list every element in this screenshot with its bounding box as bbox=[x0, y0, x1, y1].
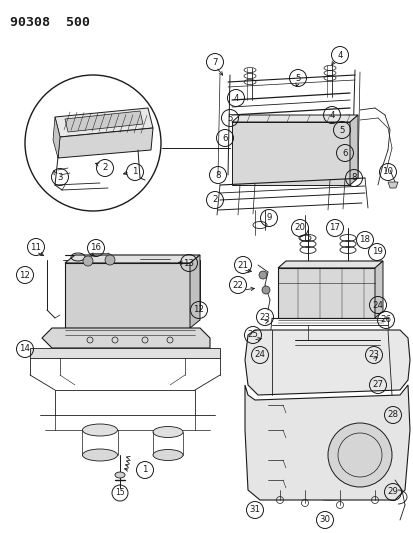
Circle shape bbox=[105, 255, 115, 265]
Text: 5: 5 bbox=[227, 114, 232, 123]
Text: 20: 20 bbox=[294, 223, 305, 232]
Polygon shape bbox=[42, 328, 209, 348]
Text: 24: 24 bbox=[254, 351, 265, 359]
Polygon shape bbox=[65, 111, 142, 132]
Text: 11: 11 bbox=[31, 243, 41, 252]
Polygon shape bbox=[277, 261, 382, 268]
Text: 8: 8 bbox=[215, 171, 220, 180]
Ellipse shape bbox=[82, 449, 117, 461]
Text: 14: 14 bbox=[19, 344, 31, 353]
Text: 26: 26 bbox=[380, 316, 391, 325]
Circle shape bbox=[261, 286, 269, 294]
Text: 12: 12 bbox=[19, 271, 31, 279]
Polygon shape bbox=[231, 122, 349, 185]
Text: 21: 21 bbox=[237, 261, 248, 270]
Text: 8: 8 bbox=[350, 174, 356, 182]
Text: 4: 4 bbox=[337, 51, 342, 60]
Ellipse shape bbox=[115, 472, 125, 478]
Text: 10: 10 bbox=[382, 167, 392, 176]
Text: 9: 9 bbox=[266, 214, 271, 222]
Text: 18: 18 bbox=[358, 236, 370, 245]
Text: 5: 5 bbox=[338, 125, 344, 134]
Text: 23: 23 bbox=[259, 312, 270, 321]
Polygon shape bbox=[55, 108, 153, 137]
Polygon shape bbox=[190, 255, 199, 328]
Polygon shape bbox=[374, 261, 382, 318]
Polygon shape bbox=[349, 115, 357, 185]
Text: 15: 15 bbox=[115, 489, 124, 497]
Ellipse shape bbox=[153, 426, 183, 438]
Text: 6: 6 bbox=[222, 133, 227, 142]
Text: 3: 3 bbox=[57, 173, 63, 182]
Text: 29: 29 bbox=[387, 488, 397, 497]
Ellipse shape bbox=[82, 424, 117, 436]
Text: 13: 13 bbox=[183, 259, 194, 268]
Polygon shape bbox=[53, 117, 60, 158]
Text: 22: 22 bbox=[232, 280, 243, 289]
Circle shape bbox=[83, 256, 93, 266]
Text: 27: 27 bbox=[372, 381, 382, 390]
Ellipse shape bbox=[153, 449, 183, 461]
Text: 12: 12 bbox=[193, 305, 204, 314]
Text: 1: 1 bbox=[142, 465, 147, 474]
Text: 5: 5 bbox=[294, 74, 300, 83]
Polygon shape bbox=[231, 115, 357, 122]
Text: 6: 6 bbox=[342, 149, 347, 157]
Text: 31: 31 bbox=[249, 505, 260, 514]
Circle shape bbox=[327, 423, 391, 487]
Polygon shape bbox=[58, 128, 153, 158]
Circle shape bbox=[259, 271, 266, 279]
Text: 24: 24 bbox=[372, 301, 382, 310]
Polygon shape bbox=[387, 182, 397, 188]
Text: 4: 4 bbox=[233, 93, 238, 102]
Text: 4: 4 bbox=[328, 110, 334, 119]
Text: 2: 2 bbox=[212, 196, 217, 205]
Text: 23: 23 bbox=[368, 351, 379, 359]
Text: 2: 2 bbox=[102, 164, 107, 173]
Polygon shape bbox=[277, 268, 374, 318]
Text: 16: 16 bbox=[90, 244, 101, 253]
Polygon shape bbox=[65, 255, 199, 263]
Polygon shape bbox=[30, 348, 219, 358]
Polygon shape bbox=[244, 330, 409, 395]
Text: 30: 30 bbox=[319, 515, 330, 524]
Text: 1: 1 bbox=[132, 167, 138, 176]
Polygon shape bbox=[65, 263, 190, 328]
Text: 90308  500: 90308 500 bbox=[10, 16, 90, 29]
Text: 28: 28 bbox=[387, 410, 398, 419]
Text: 17: 17 bbox=[329, 223, 339, 232]
Text: 25: 25 bbox=[247, 330, 258, 340]
Text: 19: 19 bbox=[370, 247, 382, 256]
Text: 7: 7 bbox=[212, 58, 217, 67]
Polygon shape bbox=[244, 385, 409, 500]
